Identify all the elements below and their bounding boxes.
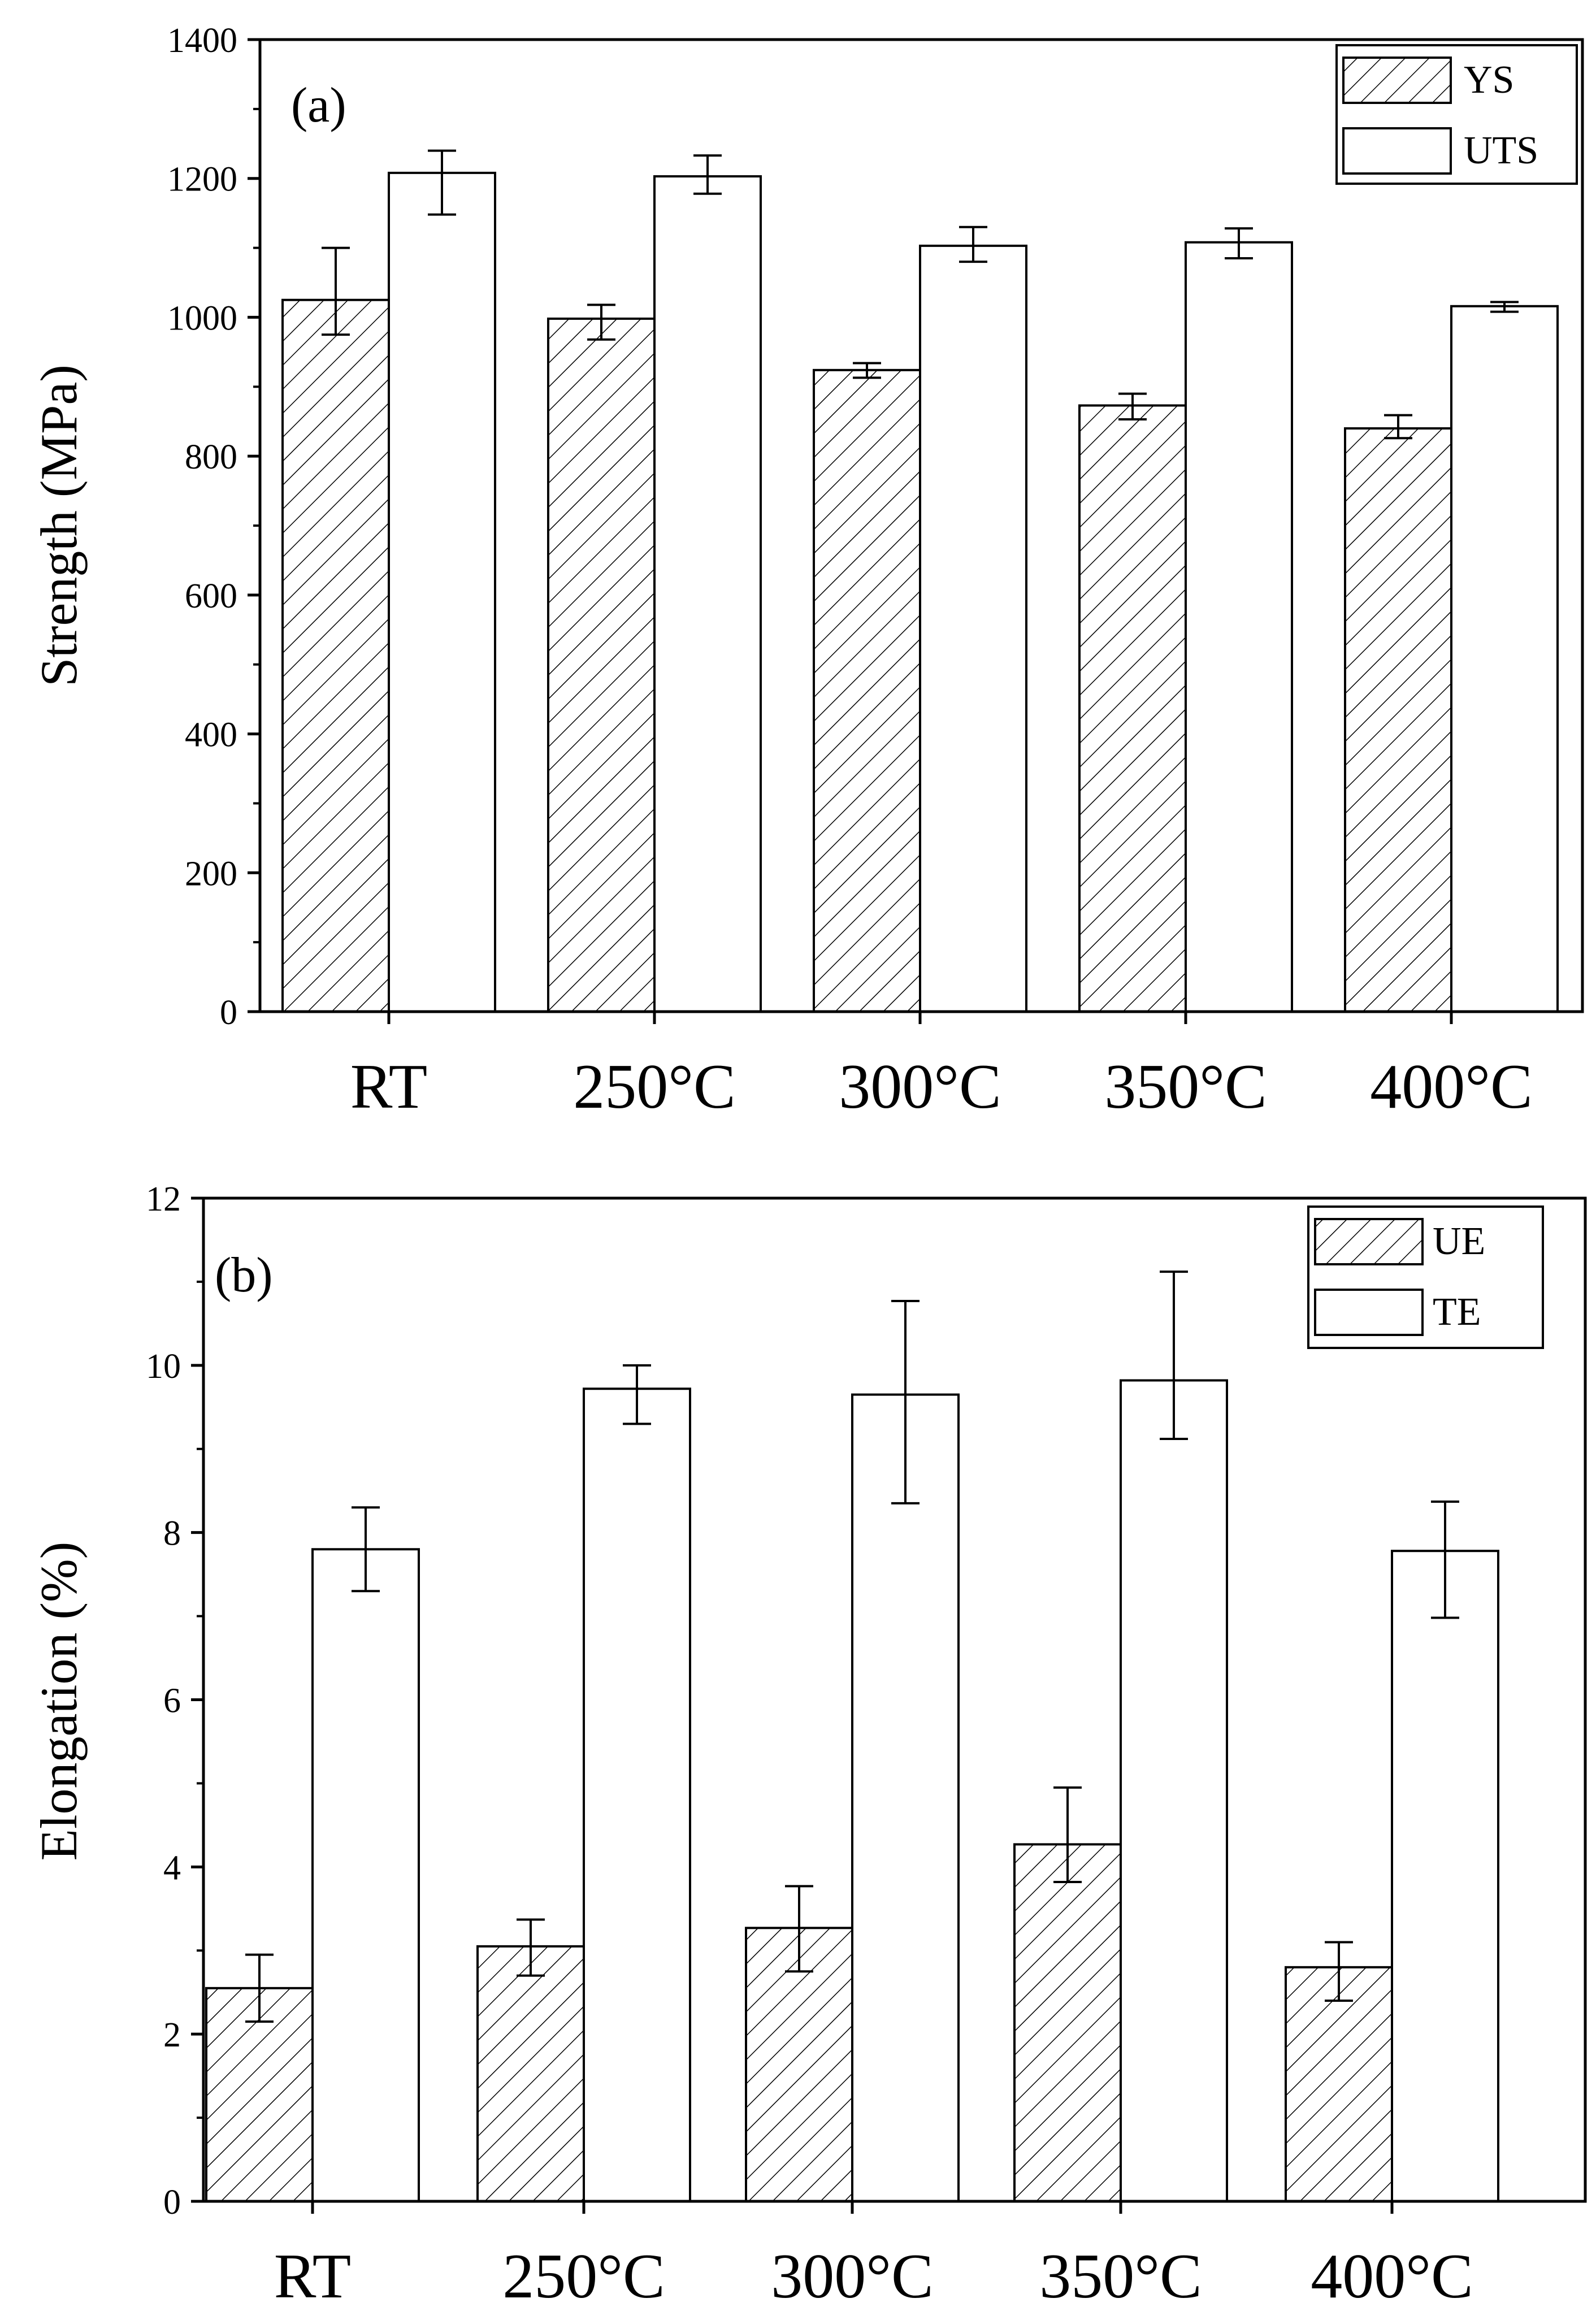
error-bar-ue-3: [1053, 1786, 1082, 1883]
x-category-label: RT: [350, 1052, 427, 1122]
error-bar-ue-4: [1325, 1941, 1353, 2002]
panel-label: (b): [215, 1248, 273, 1303]
legend-label-uts: UTS: [1464, 129, 1538, 172]
bar-ys-1: [547, 317, 656, 1013]
bar-uts-2: [919, 244, 1027, 1013]
x-category-label: 350°C: [1039, 2241, 1202, 2307]
x-category-label: 300°C: [839, 1052, 1001, 1122]
x-category-label: 400°C: [1370, 1052, 1533, 1122]
bar-te-1: [583, 1387, 691, 2202]
bar-uts-4: [1450, 305, 1559, 1013]
y-axis-title: Strength (MPa): [30, 365, 88, 687]
y-tick-label: 1200: [167, 161, 237, 199]
bar-ys-0: [281, 298, 390, 1013]
bar-te-4: [1391, 1550, 1499, 2202]
y-tick-label: 1000: [167, 299, 237, 337]
error-bar-te-3: [1160, 1270, 1188, 1440]
bar-ue-1: [476, 1945, 585, 2203]
bar-te-3: [1120, 1379, 1228, 2202]
error-bar-ys-4: [1384, 414, 1412, 440]
bar-uts-3: [1185, 241, 1293, 1013]
y-tick-label: 0: [163, 2183, 181, 2222]
y-tick-label: 400: [185, 716, 237, 754]
y-axis-title: Elongation (%): [30, 1542, 88, 1861]
legend: UE TE: [1307, 1205, 1544, 1349]
legend-label-te: TE: [1433, 1290, 1481, 1334]
y-tick-label: 800: [185, 438, 237, 476]
bar-ys-2: [813, 368, 921, 1013]
y-tick-label: 2: [163, 2016, 181, 2054]
y-tick-label: 4: [163, 1849, 181, 1887]
bar-ue-3: [1013, 1843, 1122, 2202]
bar-uts-1: [653, 175, 762, 1013]
bar-ue-4: [1285, 1966, 1393, 2202]
strength-chart-panel: 0 200 400 600 800 1000 1200 1400 RT 250°C 300°C 350…: [30, 21, 1584, 1122]
error-bar-te-4: [1431, 1500, 1459, 1619]
error-bar-uts-2: [959, 226, 987, 263]
y-tick-label: 0: [220, 994, 237, 1032]
y-tick-label: 10: [146, 1347, 181, 1386]
error-bar-ys-3: [1118, 392, 1147, 421]
error-bar-te-2: [891, 1299, 920, 1504]
y-tick-label: 6: [163, 1682, 181, 1720]
error-bar-uts-3: [1225, 227, 1253, 259]
error-bar-te-1: [623, 1364, 651, 1425]
panel-label: (a): [291, 78, 346, 133]
bar-te-2: [851, 1393, 960, 2203]
error-bar-uts-1: [693, 154, 722, 195]
legend: YS UTS: [1335, 44, 1578, 185]
error-bar-ue-0: [245, 1953, 274, 2023]
error-bar-ys-1: [587, 303, 615, 341]
error-bar-ue-2: [785, 1885, 813, 1973]
y-tick-label: 12: [146, 1180, 181, 1218]
y-tick-label: 1400: [167, 21, 237, 60]
x-category-label: 250°C: [573, 1052, 736, 1122]
error-bar-ue-1: [517, 1918, 545, 1977]
bar-te-0: [311, 1548, 420, 2202]
x-category-label: 250°C: [502, 2241, 665, 2307]
bar-ue-0: [205, 1987, 314, 2202]
bar-uts-0: [388, 171, 496, 1013]
error-bar-uts-4: [1490, 301, 1519, 313]
bar-ys-4: [1344, 427, 1452, 1013]
x-category-label: 300°C: [771, 2241, 934, 2307]
x-category-label: 400°C: [1311, 2241, 1473, 2307]
error-bar-ys-0: [322, 246, 350, 336]
elongation-chart-panel: 0 2 4 6 8 10 12 RT 250°C 300°C 350°C 400°C Elongatio…: [30, 1180, 1587, 2307]
x-category-label: 350°C: [1104, 1052, 1267, 1122]
x-category-label: RT: [274, 2241, 351, 2307]
y-tick-label: 600: [185, 577, 237, 615]
y-tick-label: 200: [185, 855, 237, 893]
legend-swatch-ys: [1342, 57, 1452, 104]
legend-label-ue: UE: [1433, 1220, 1485, 1263]
legend-swatch-ue: [1314, 1218, 1424, 1265]
error-bar-ys-2: [853, 362, 881, 379]
legend-swatch-te: [1314, 1289, 1424, 1336]
bar-ys-3: [1078, 404, 1187, 1013]
error-bar-te-0: [352, 1506, 380, 1593]
legend-label-ys: YS: [1464, 58, 1514, 102]
legend-swatch-uts: [1342, 127, 1452, 175]
y-tick-label: 8: [163, 1515, 181, 1553]
error-bar-uts-0: [428, 149, 456, 216]
